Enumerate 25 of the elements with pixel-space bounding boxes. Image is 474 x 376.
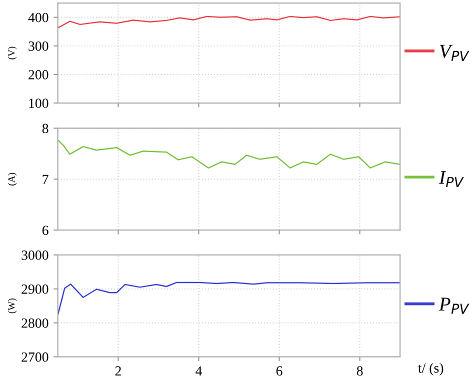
legend-label: I$_{PV}$ xyxy=(438,171,464,187)
y-axis-title: (V) xyxy=(8,46,17,60)
legend-label: P$_{PV}$ xyxy=(438,298,470,314)
y-tick-label: 7 xyxy=(42,174,48,184)
line-series xyxy=(58,16,400,28)
y-axis-title: (A) xyxy=(8,172,17,186)
y-tick-label: 8 xyxy=(42,124,48,134)
y-tick-label: 2800 xyxy=(22,318,48,328)
y-axis-title: (W) xyxy=(8,298,17,314)
y-tick-label: 100 xyxy=(29,98,48,108)
y-tick-label: 300 xyxy=(28,41,48,51)
x-tick-label: 8 xyxy=(356,366,363,376)
y-tick-label: 6 xyxy=(42,226,48,236)
x-tick-label: 6 xyxy=(276,366,282,376)
line-series xyxy=(58,139,400,169)
line-series xyxy=(58,282,400,316)
legend-label: V$_{PV}$ xyxy=(440,44,470,61)
x-axis-title: t/ (s) xyxy=(418,362,444,376)
y-tick-label: 400 xyxy=(28,12,48,22)
x-tick-label: 2 xyxy=(115,366,121,376)
y-tick-label: 200 xyxy=(28,70,48,80)
y-tick-label: 3000 xyxy=(22,250,48,260)
x-tick-label: 4 xyxy=(196,366,202,376)
y-tick-label: 2700 xyxy=(22,352,48,362)
y-tick-label: 2900 xyxy=(22,284,48,294)
